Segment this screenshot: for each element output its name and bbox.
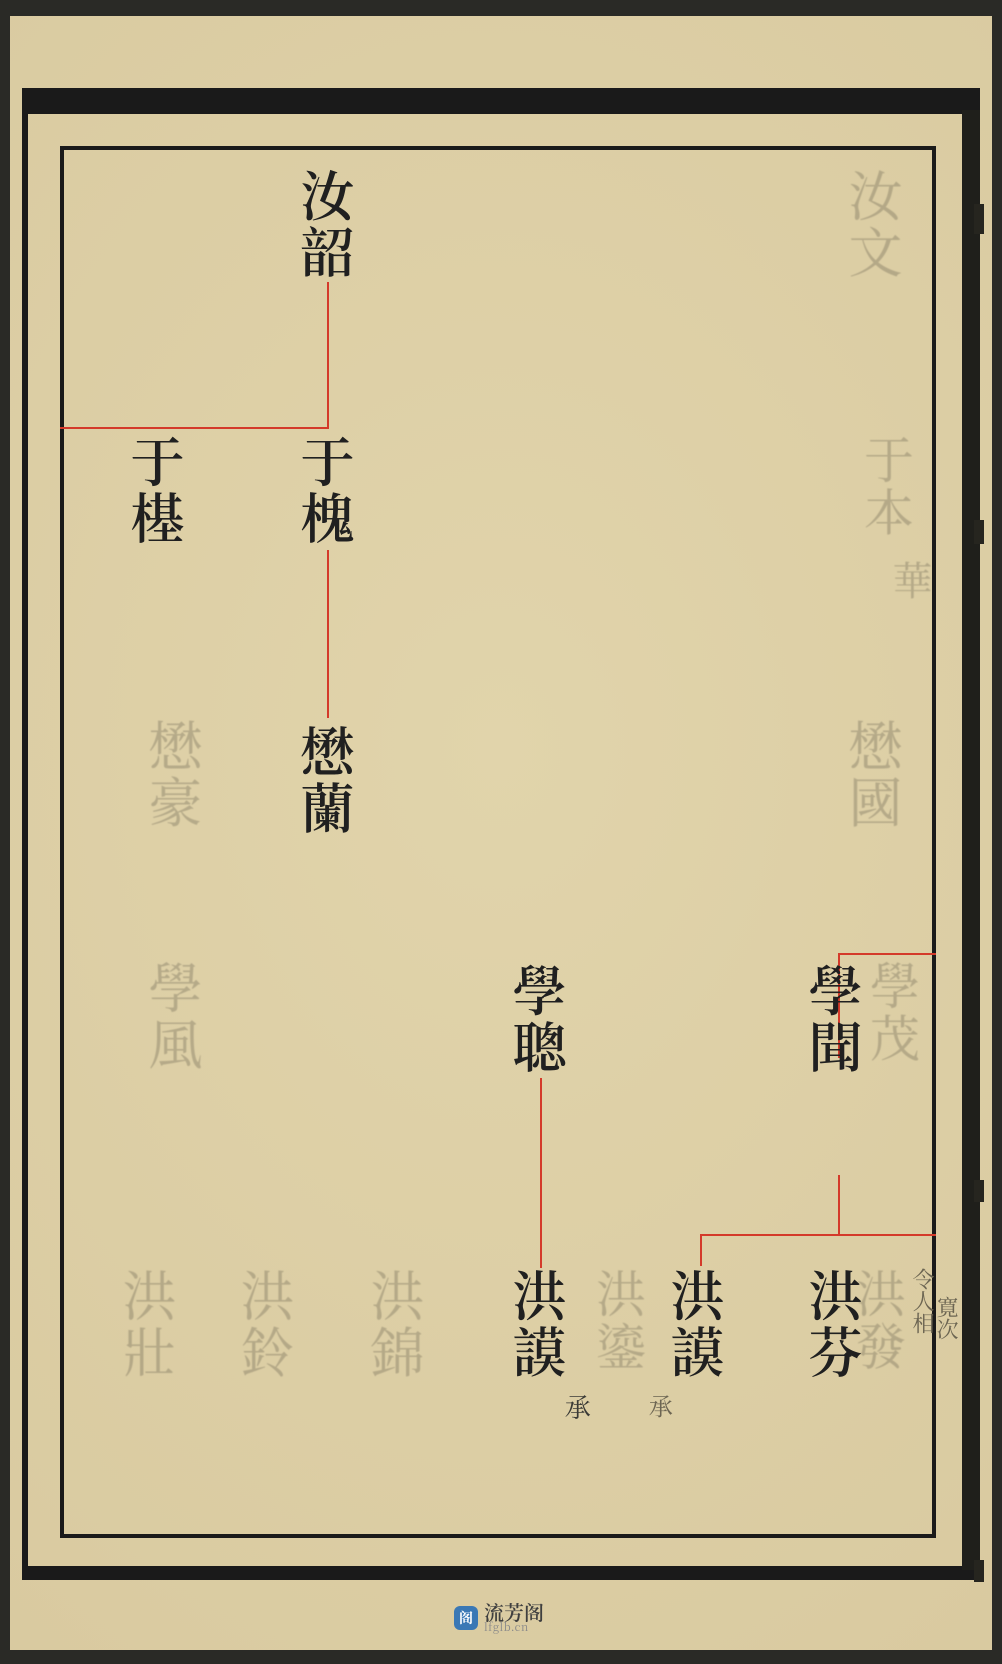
right-edge-band [962, 110, 980, 1570]
genealogy-name: 洪謨 [512, 1268, 566, 1381]
genealogy-name: 懋國 [848, 718, 902, 831]
genealogy-name: 學風 [148, 960, 202, 1073]
gutter-mark [974, 1560, 984, 1582]
genealogy-name: 洪錦 [370, 1268, 424, 1381]
watermark-logo-mark: 阁 [454, 1606, 478, 1630]
connector-line [838, 1175, 840, 1235]
connector-line [700, 1234, 702, 1266]
genealogy-name: 華 [892, 560, 932, 602]
genealogy-name: 懋蘭 [300, 724, 354, 837]
genealogy-name: 汝韶 [300, 168, 354, 281]
genealogy-name: 學聞 [808, 963, 862, 1076]
annotation-text: 承 [564, 1394, 591, 1420]
gutter-mark [974, 520, 984, 544]
connector-line [838, 953, 936, 955]
connector-line [700, 1234, 936, 1236]
connector-line [540, 1078, 542, 1268]
genealogy-name: 洪發 [856, 1268, 906, 1373]
watermark-logo-url: lfglb.cn [484, 1622, 544, 1633]
genealogy-name: 洪鈴 [240, 1268, 294, 1381]
genealogy-name: 于槐 [300, 434, 354, 547]
genealogy-name: 于樭 [130, 434, 184, 547]
annotation-text: 寛次 [936, 1296, 959, 1340]
genealogy-name: 于本 [864, 434, 914, 539]
genealogy-name: 學聰 [512, 963, 566, 1076]
annotation-text: 承 [648, 1394, 673, 1418]
genealogy-name: 洪壯 [122, 1268, 176, 1381]
watermark-logo: 阁 流芳阁 lfglb.cn [454, 1602, 544, 1633]
genealogy-name: 汝文 [848, 168, 902, 281]
connector-line [327, 550, 329, 718]
genealogy-name: 學茂 [870, 960, 920, 1065]
page-root: 汝韶于槐于樭懋蘭學聰學聞洪芬洪謨洪謨汝文于本華懋豪懋國學風學茂洪錦洪鈴洪壯洪發洪… [0, 0, 1002, 1664]
connector-line [327, 282, 329, 427]
connector-line [60, 427, 329, 429]
gutter-mark [974, 204, 984, 234]
genealogy-name: 懋豪 [148, 718, 202, 831]
top-heavy-rule [22, 88, 980, 104]
gutter-mark [974, 1180, 984, 1202]
genealogy-name: 洪鎏 [596, 1268, 646, 1373]
genealogy-name: 洪謨 [670, 1268, 724, 1381]
